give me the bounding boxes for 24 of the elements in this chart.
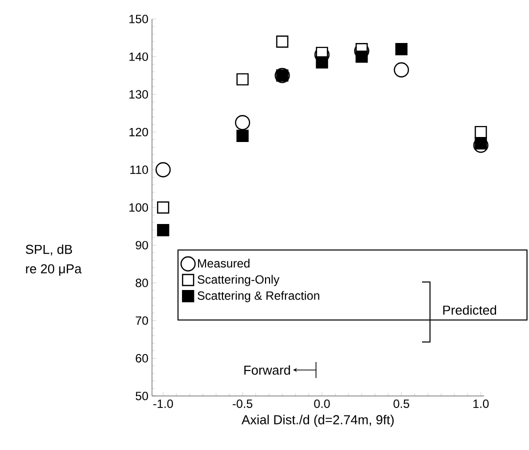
legend-label: Scattering & Refraction	[198, 291, 320, 302]
x-tick-label: 0.5	[394, 400, 410, 408]
legend-label: Scattering-Only	[198, 274, 280, 286]
x-tick-label: 1.0	[473, 400, 489, 408]
y-tick-label: 150	[129, 14, 148, 24]
y-tick-label: 140	[129, 52, 148, 61]
annotation: Predicted	[443, 305, 496, 315]
y-tick-label: 50	[136, 392, 148, 400]
x-tick-label: -0.5	[232, 400, 252, 408]
y-tick-label: 90	[136, 240, 148, 250]
x-tick-label: 0.0	[314, 400, 330, 408]
y-tick-label: 110	[130, 166, 148, 174]
y-tick-label: 120	[129, 128, 148, 136]
annotation: Forward	[244, 365, 290, 375]
x-tick-label: -1.0	[153, 400, 173, 408]
y-axis-title: SPL, dB	[26, 244, 72, 256]
y-tick-label: 60	[136, 354, 148, 363]
legend-label: Measured	[198, 258, 250, 268]
y-tick-label: 130	[129, 90, 148, 99]
y-tick-label: 70	[136, 316, 148, 325]
x-axis-title: Axial Dist./d (d=2.74m, 9ft)	[242, 414, 394, 427]
y-tick-label: 80	[136, 278, 148, 288]
text: re 20 μPa	[26, 264, 82, 276]
y-tick-label: 100	[129, 203, 148, 212]
